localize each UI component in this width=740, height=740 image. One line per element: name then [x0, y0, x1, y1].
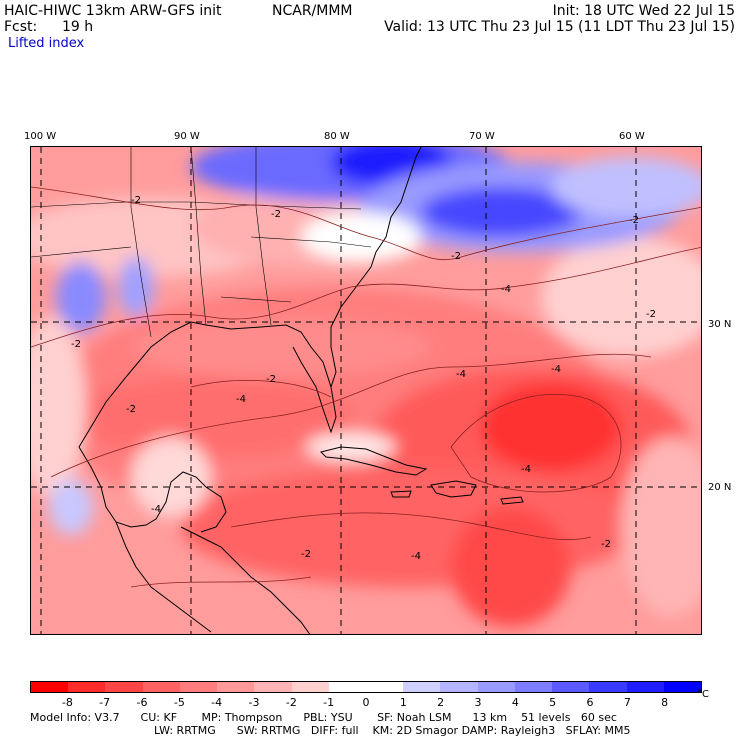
colorbar-tick-label: -2: [285, 696, 297, 709]
lon-label-90w: 90 W: [174, 131, 200, 142]
contour-label: -2: [301, 549, 311, 560]
colorbar-unit: °C: [697, 689, 709, 700]
lat-label-30n: 30 N: [708, 319, 732, 330]
colorbar-swatch: [217, 682, 255, 692]
contour-label: -4: [236, 394, 246, 405]
lon-label-60w: 60 W: [619, 131, 645, 142]
valid-time: Valid: 13 UTC Thu 23 Jul 15 (11 LDT Thu …: [384, 19, 735, 35]
lifted-index-map: -2 -2 -2 -2 -2 -2 -4 -4 -4 -4 -4 -4 -4 -…: [30, 146, 702, 635]
contour-label: -2: [131, 195, 141, 206]
colorbar-swatch: [142, 682, 180, 692]
colorbar-swatch: [105, 682, 143, 692]
colorbar-swatch: [552, 682, 590, 692]
field-name: Lifted index: [8, 36, 85, 51]
contour-label: -2: [629, 215, 639, 226]
colorbar: [30, 681, 702, 693]
colorbar-tick-label: -6: [136, 696, 148, 709]
contour-label: -2: [71, 339, 81, 350]
colorbar-tick-label: 0: [362, 696, 370, 709]
colorbar-swatch: [663, 682, 701, 692]
contour-label: -2: [601, 539, 611, 550]
colorbar-tick-label: 3: [474, 696, 482, 709]
model-info-line1: Model Info: V3.7 CU: KF MP: Thompson PBL…: [30, 711, 617, 724]
contour-label: -4: [551, 364, 561, 375]
colorbar-tick-label: 7: [623, 696, 631, 709]
colorbar-tick-label: -3: [248, 696, 260, 709]
colorbar-swatch: [31, 682, 69, 692]
contour-label: -4: [521, 464, 531, 475]
init-time: Init: 18 UTC Wed 22 Jul 15: [552, 3, 735, 19]
colorbar-swatch: [403, 682, 441, 692]
colorbar-tick-label: 6: [586, 696, 594, 709]
colorbar-tick-label: -7: [99, 696, 111, 709]
colorbar-swatch: [514, 682, 553, 692]
colorbar-tick-label: 4: [511, 696, 519, 709]
colorbar-swatch: [477, 682, 515, 692]
lon-label-80w: 80 W: [324, 131, 350, 142]
colorbar-swatch: [291, 682, 329, 692]
colorbar-tick-label: 8: [661, 696, 669, 709]
contour-label: -2: [271, 209, 281, 220]
colorbar-swatch: [440, 682, 478, 692]
contour-label: -2: [266, 374, 276, 385]
colorbar-tick-label: -4: [211, 696, 223, 709]
colorbar-tick-label: -1: [323, 696, 335, 709]
map-graphic: -2 -2 -2 -2 -2 -2 -4 -4 -4 -4 -4 -4 -4 -…: [31, 147, 701, 634]
colorbar-tick-label: 5: [549, 696, 557, 709]
colorbar-swatch: [365, 682, 404, 692]
org-label: NCAR/MMM: [272, 3, 353, 19]
lon-label-70w: 70 W: [469, 131, 495, 142]
contour-label: -2: [126, 404, 136, 415]
contour-label: -4: [151, 504, 161, 515]
colorbar-tick-label: 2: [437, 696, 445, 709]
colorbar-swatch: [254, 682, 292, 692]
contour-label: -2: [451, 251, 461, 262]
forecast-label: Fcst:: [4, 19, 38, 35]
colorbar-swatch: [328, 682, 366, 692]
colorbar-swatch: [68, 682, 106, 692]
lat-label-20n: 20 N: [708, 482, 732, 493]
contour-label: -4: [501, 284, 511, 295]
lon-label-100w: 100 W: [24, 131, 57, 142]
colorbar-tick-label: 1: [399, 696, 407, 709]
model-title: HAIC-HIWC 13km ARW-GFS init: [4, 3, 222, 19]
colorbar-tick-label: -5: [173, 696, 185, 709]
colorbar-swatch: [626, 682, 664, 692]
model-info-line2: LW: RRTMG SW: RRTMG DIFF: full KM: 2D Sm…: [154, 724, 631, 737]
contour-label: -4: [456, 369, 466, 380]
contour-label: -2: [646, 309, 656, 320]
colorbar-swatch: [589, 682, 627, 692]
colorbar-tick-label: -8: [61, 696, 73, 709]
forecast-hour: 19 h: [62, 19, 94, 35]
contour-label: -4: [411, 551, 421, 562]
colorbar-swatch: [179, 682, 218, 692]
